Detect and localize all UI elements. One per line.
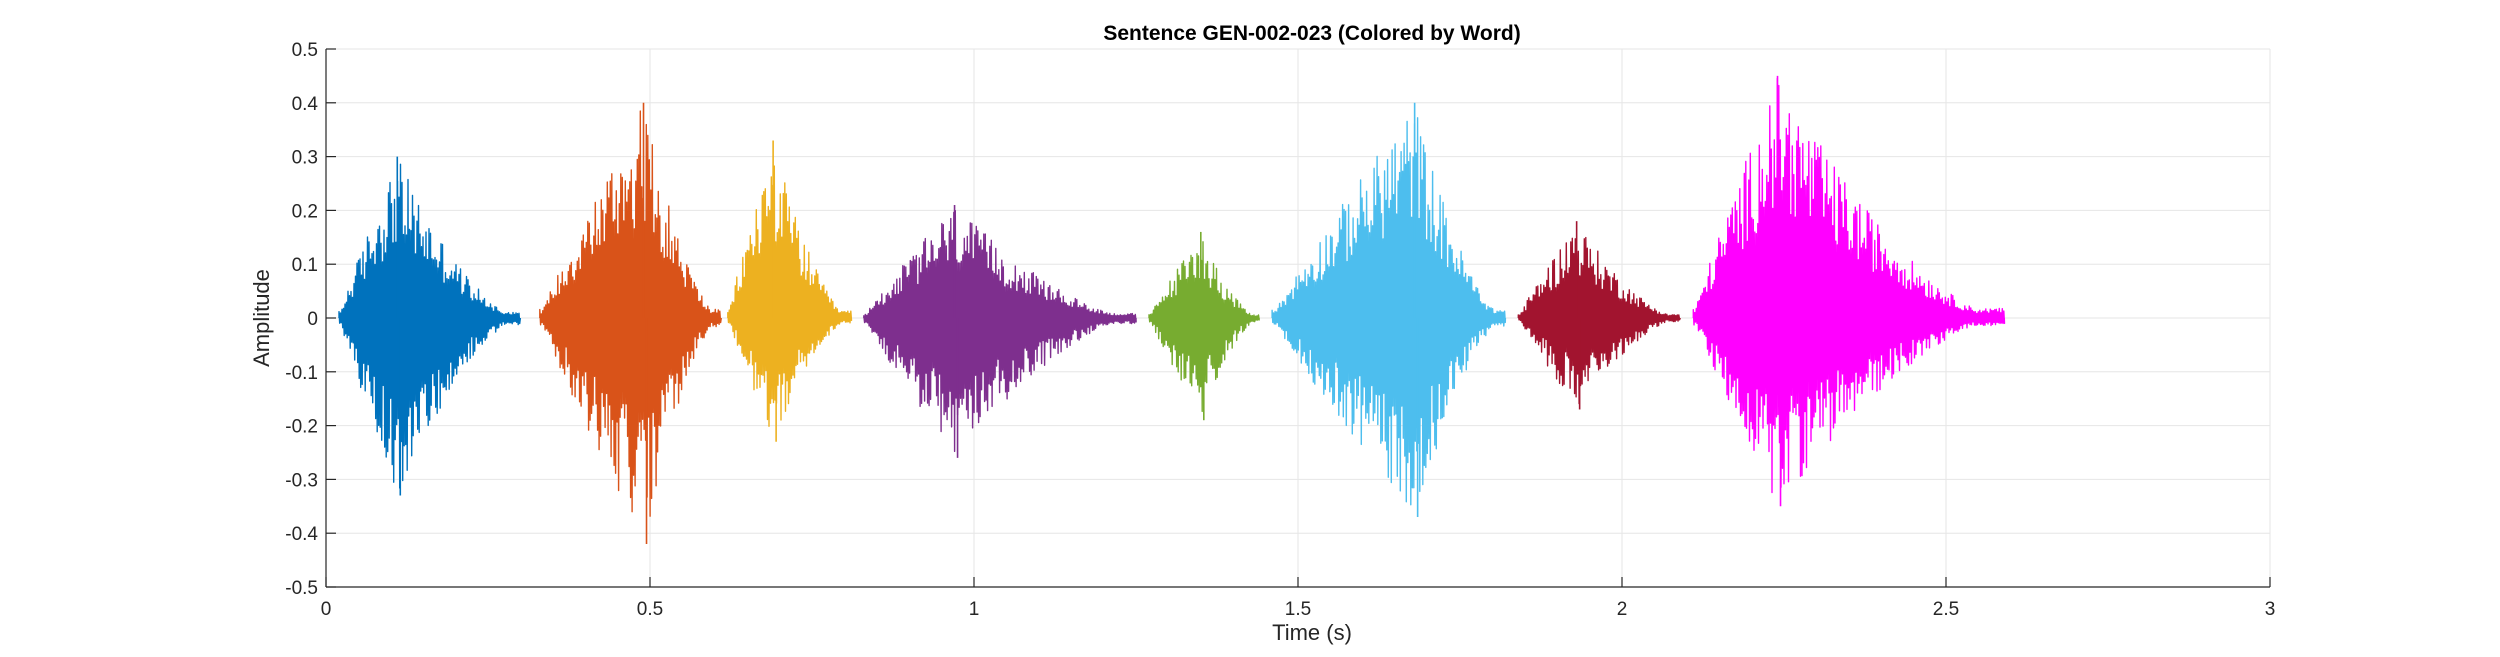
series-4 [863, 205, 1137, 458]
y-tick-label: 0.1 [292, 255, 318, 276]
axes [325, 48, 2271, 588]
series-2 [539, 102, 722, 544]
series-7 [1517, 221, 1681, 410]
x-tick-label: 0.5 [637, 599, 663, 620]
y-tick-label: 0.2 [292, 201, 318, 222]
y-tick-label: -0.3 [285, 470, 318, 491]
y-tick-label: -0.5 [285, 578, 318, 599]
waveform-path [338, 163, 522, 489]
x-tick-label: 1.5 [1285, 599, 1311, 620]
waveform-path [1517, 236, 1681, 405]
y-tick-label: -0.1 [285, 363, 318, 384]
y-tick-label: 0 [307, 309, 318, 330]
y-axis-label: Amplitude [249, 269, 274, 367]
y-tick-label: -0.2 [285, 417, 318, 438]
y-tick-label: 0.5 [292, 40, 318, 61]
x-axis-label: Time (s) [1272, 620, 1352, 645]
series-5 [1148, 231, 1260, 421]
y-tick-label: -0.4 [285, 524, 318, 545]
series-layer [338, 75, 2006, 544]
x-tick-label: 3 [2265, 599, 2276, 620]
x-tick-label: 2.5 [1933, 599, 1959, 620]
x-tick-label: 0 [321, 599, 332, 620]
waveform-path [1692, 77, 2006, 494]
y-tick-label: 0.3 [292, 148, 318, 169]
waveform-path [539, 110, 722, 517]
x-tick-label: 2 [1617, 599, 1628, 620]
x-tick-label: 1 [969, 599, 980, 620]
chart-title: Sentence GEN-002-023 (Colored by Word) [1103, 22, 1520, 45]
tick-labels: 0 0.5 1 1.5 2 2.5 3 -0.5 -0.4 -0.3 -0.2 -0.1 0 0.1 0.2… [285, 40, 2275, 620]
waveform-path [863, 210, 1137, 453]
series-6 [1271, 102, 1507, 518]
y-tick-label: 0.4 [292, 94, 319, 115]
series-1 [338, 156, 522, 496]
series-3 [727, 140, 853, 442]
series-8 [1692, 75, 2006, 507]
waveform-path [727, 165, 853, 427]
waveform-path [1271, 117, 1507, 506]
